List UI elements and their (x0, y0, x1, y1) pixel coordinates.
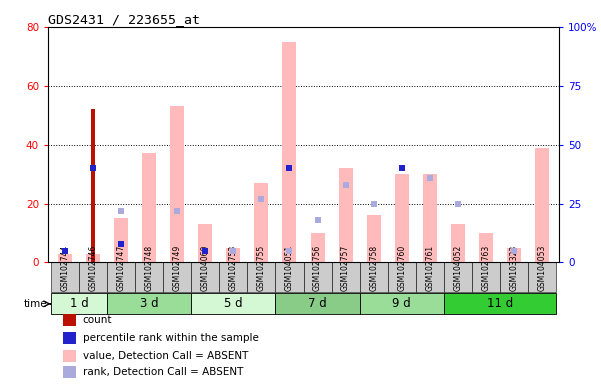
Text: GSM102760: GSM102760 (397, 245, 406, 291)
Bar (142, 154, 156, 262)
Text: GSM102749: GSM102749 (172, 245, 182, 291)
Bar (191, 293, 275, 314)
Text: GSM102747: GSM102747 (117, 245, 126, 291)
Text: GSM102744: GSM102744 (61, 245, 70, 291)
Text: percentile rank within the sample: percentile rank within the sample (83, 333, 258, 343)
Text: GSM104052: GSM104052 (453, 245, 462, 291)
Bar (359, 262, 388, 292)
Text: GSM104053: GSM104053 (537, 245, 546, 291)
Text: GSM102758: GSM102758 (369, 245, 378, 291)
Bar (395, 174, 409, 262)
Bar (451, 224, 465, 262)
Text: GSM102753: GSM102753 (229, 245, 238, 291)
Text: GSM102761: GSM102761 (426, 245, 435, 291)
Bar (472, 262, 500, 292)
Bar (359, 293, 444, 314)
Text: time: time (24, 299, 47, 309)
Bar (444, 262, 472, 292)
Bar (170, 106, 185, 262)
Bar (51, 262, 79, 292)
Text: 3 d: 3 d (140, 297, 159, 310)
Bar (416, 262, 444, 292)
Bar (64, 350, 76, 362)
Bar (304, 262, 332, 292)
Bar (275, 262, 304, 292)
Text: GSM102756: GSM102756 (313, 245, 322, 291)
Text: 1 d: 1 d (70, 297, 88, 310)
Bar (58, 253, 72, 262)
Bar (311, 233, 325, 262)
Text: 7 d: 7 d (308, 297, 327, 310)
Bar (254, 183, 269, 262)
Text: value, Detection Call = ABSENT: value, Detection Call = ABSENT (83, 351, 248, 361)
Bar (198, 224, 212, 262)
Bar (219, 262, 248, 292)
Text: GSM104060: GSM104060 (201, 245, 210, 291)
Bar (282, 41, 296, 262)
Bar (388, 262, 416, 292)
Bar (114, 218, 128, 262)
Bar (135, 262, 163, 292)
Bar (191, 262, 219, 292)
Bar (248, 262, 275, 292)
Text: GSM102746: GSM102746 (88, 245, 97, 291)
Bar (64, 332, 76, 344)
Bar (64, 366, 76, 378)
Bar (423, 174, 437, 262)
Text: count: count (83, 315, 112, 325)
Text: 5 d: 5 d (224, 297, 243, 310)
Bar (479, 233, 493, 262)
Bar (275, 293, 359, 314)
Bar (163, 262, 191, 292)
Bar (528, 262, 556, 292)
Bar (107, 293, 191, 314)
Bar (338, 168, 353, 262)
Bar (535, 147, 549, 262)
Bar (86, 253, 100, 262)
Bar (64, 314, 76, 326)
Bar (51, 293, 107, 314)
Text: rank, Detection Call = ABSENT: rank, Detection Call = ABSENT (83, 367, 243, 377)
Bar (444, 293, 556, 314)
Text: GSM102748: GSM102748 (145, 245, 154, 291)
Text: 9 d: 9 d (392, 297, 411, 310)
Bar (91, 109, 95, 262)
Bar (500, 262, 528, 292)
Bar (332, 262, 359, 292)
Text: GSM102757: GSM102757 (341, 245, 350, 291)
Text: GSM102763: GSM102763 (481, 245, 490, 291)
Text: GSM104051: GSM104051 (285, 245, 294, 291)
Text: 11 d: 11 d (487, 297, 513, 310)
Bar (79, 262, 107, 292)
Bar (507, 248, 521, 262)
Bar (107, 262, 135, 292)
Bar (367, 215, 380, 262)
Text: GSM103323: GSM103323 (510, 245, 519, 291)
Bar (227, 248, 240, 262)
Text: GDS2431 / 223655_at: GDS2431 / 223655_at (48, 13, 200, 26)
Text: GSM102755: GSM102755 (257, 245, 266, 291)
